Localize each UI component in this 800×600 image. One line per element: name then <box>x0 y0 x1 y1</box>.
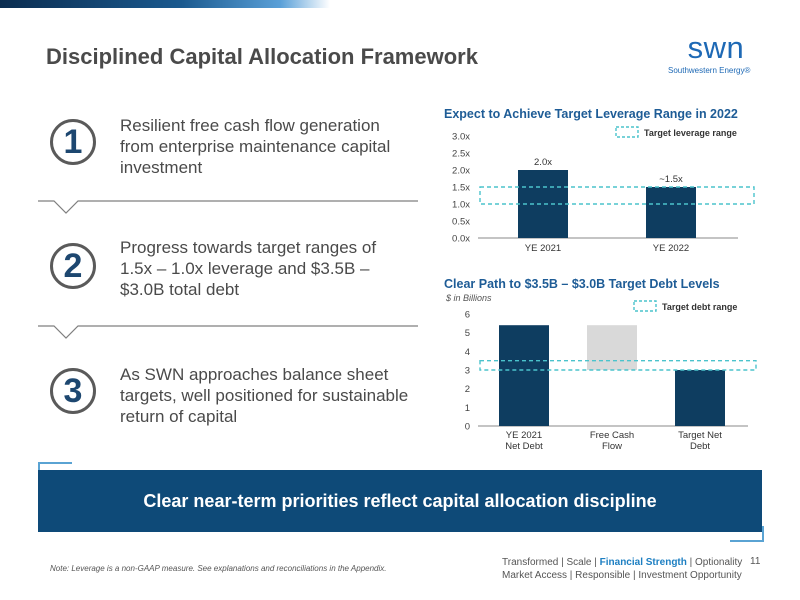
x-tick-label: YE 2021 <box>525 243 561 254</box>
page-number: 11 <box>750 556 761 567</box>
page-title: Disciplined Capital Allocation Framework <box>46 44 478 69</box>
priority-2-text: Progress towards target ranges of 1.5x –… <box>120 238 377 299</box>
bar <box>587 325 637 370</box>
debt-chart-subtitle: $ in Billions <box>446 293 492 303</box>
divider-1 <box>38 200 418 214</box>
debt-chart-title: Clear Path to $3.5B – $3.0B Target Debt … <box>444 277 720 291</box>
x-tick-label: Flow <box>602 441 622 452</box>
footnote: Note: Leverage is a non-GAAP measure. Se… <box>50 564 387 573</box>
priority-3-number-badge: 3 <box>50 368 96 414</box>
leverage-chart-title: Expect to Achieve Target Leverage Range … <box>444 107 738 121</box>
target-range-band <box>479 186 755 205</box>
x-tick-label: YE 2022 <box>653 243 689 254</box>
leverage-chart: 0.0x 0.5x 1.0x 1.5x 2.0x 2.5x 3.0x 2.0x YE 2021 ~… <box>452 126 755 254</box>
target-range-band <box>479 359 757 371</box>
y-tick-label: 6 <box>465 310 470 321</box>
header-accent-bar <box>0 0 330 8</box>
y-tick-label: 0 <box>465 422 470 433</box>
tagline-line1-end: | Optionality <box>686 557 743 568</box>
data-label: ~1.5x <box>659 174 683 185</box>
company-logo: swn Southwestern Energy® <box>666 30 768 80</box>
bar <box>675 370 725 426</box>
legend-label: Target debt range <box>662 302 737 312</box>
y-tick-label: 0.0x <box>452 234 470 245</box>
y-tick-label: 2.0x <box>452 166 470 177</box>
tagline-line1-start: Transformed | Scale | <box>502 557 600 568</box>
priority-1-number-badge: 1 <box>50 119 96 165</box>
y-tick-label: 1.0x <box>452 200 470 211</box>
legend-swatch <box>633 300 657 312</box>
bar <box>499 325 549 426</box>
x-tick-label: Debt <box>690 441 710 452</box>
x-tick-label: Net Debt <box>505 441 543 452</box>
priority-3-text: As SWN approaches balance sheet targets,… <box>120 365 409 426</box>
y-tick-label: 5 <box>465 328 470 339</box>
priority-2-number-badge: 2 <box>50 243 96 289</box>
priority-1-text: Resilient free cash flow generation from… <box>120 116 391 177</box>
divider-2 <box>38 325 418 339</box>
tagline-highlight: Financial Strength <box>599 557 687 568</box>
bar <box>646 187 696 238</box>
data-label: 2.0x <box>534 157 552 168</box>
y-tick-label: 4 <box>465 347 470 358</box>
y-tick-label: 2.5x <box>452 149 470 160</box>
tagline-line2: Market Access | Responsible | Investment… <box>502 570 742 581</box>
banner-corner-bottom-right <box>730 526 764 542</box>
logo-subtitle: Southwestern Energy® <box>668 66 751 75</box>
tagline: Transformed | Scale | Financial Strength… <box>502 556 742 582</box>
legend-label: Target leverage range <box>644 128 737 138</box>
x-tick-label: YE 2021 <box>506 430 542 441</box>
y-tick-label: 2 <box>465 384 470 395</box>
legend-swatch <box>615 126 639 138</box>
y-tick-label: 3 <box>465 366 470 377</box>
y-tick-label: 1.5x <box>452 183 470 194</box>
x-tick-label: Target Net <box>678 430 722 441</box>
y-tick-label: 1 <box>465 403 470 414</box>
key-message-banner: Clear near-term priorities reflect capit… <box>38 470 762 532</box>
y-tick-label: 0.5x <box>452 217 470 228</box>
y-tick-label: 3.0x <box>452 132 470 143</box>
banner-text: Clear near-term priorities reflect capit… <box>143 490 657 511</box>
logo-wordmark: swn <box>687 30 745 65</box>
x-tick-label: Free Cash <box>590 430 634 441</box>
